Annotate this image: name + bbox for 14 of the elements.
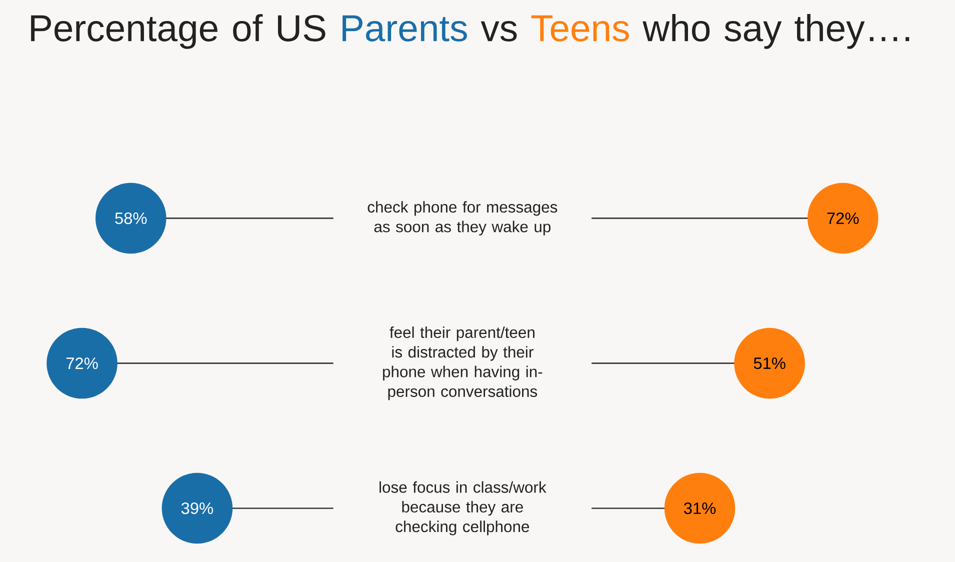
data-label: 72% bbox=[827, 212, 859, 224]
text: Teens bbox=[531, 15, 629, 42]
text: Percentage of US bbox=[31, 14, 326, 49]
category-label: check phone for messages as soon as they wake up bbox=[368, 200, 558, 236]
text: who say they…. bbox=[642, 14, 910, 49]
text: vs bbox=[480, 20, 517, 42]
data-label: 58% bbox=[115, 212, 147, 224]
data-label: 51% bbox=[754, 357, 786, 369]
category-label: lose focus in class/work because they are checking cellphone bbox=[380, 481, 546, 536]
data-label: 72% bbox=[66, 357, 98, 369]
text: Parents bbox=[342, 15, 467, 42]
data-label: 39% bbox=[181, 502, 213, 514]
data-label: 31% bbox=[684, 502, 716, 514]
category-label: feel their parent/teen is distracted by their phone when having in-person conversations bbox=[383, 326, 542, 400]
